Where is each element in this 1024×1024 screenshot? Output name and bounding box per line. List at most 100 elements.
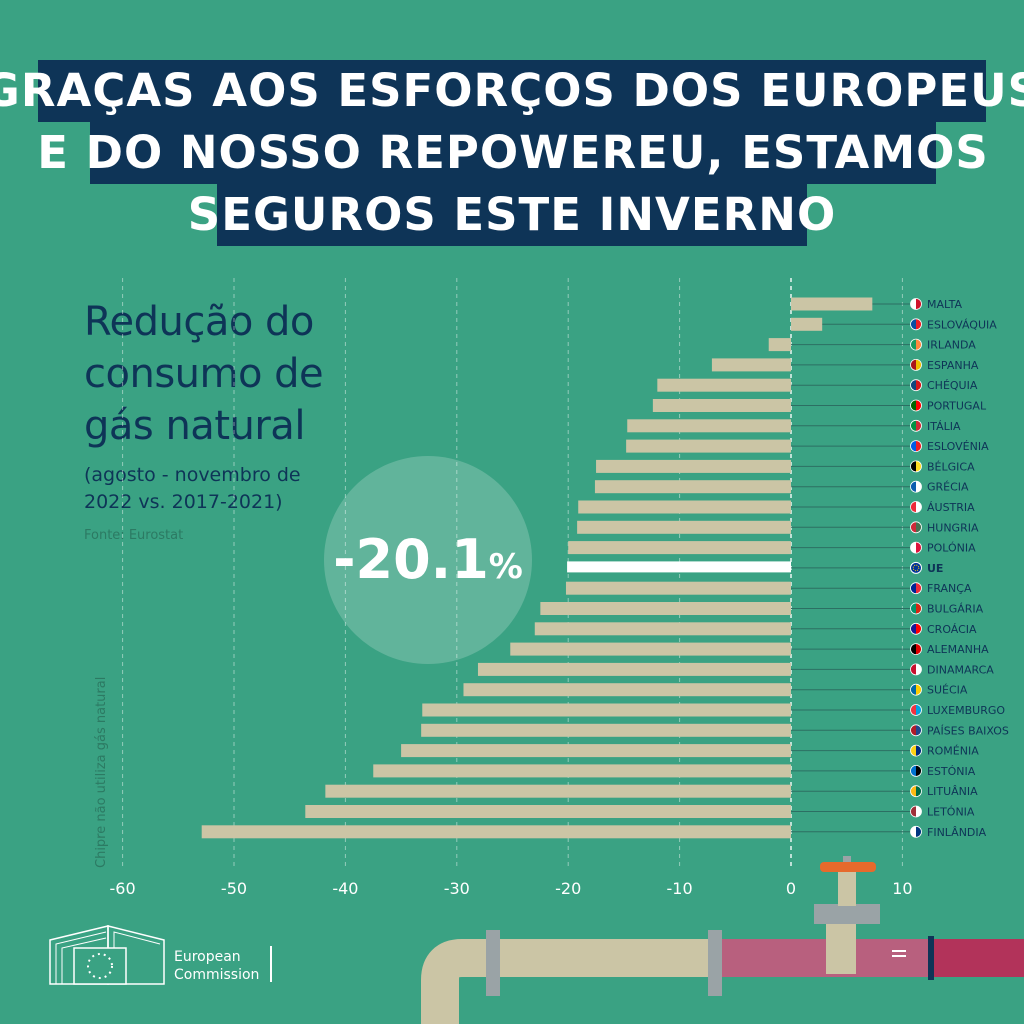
- bar: [540, 602, 791, 615]
- x-tick-label: -30: [444, 879, 470, 898]
- category-label: ITÁLIA: [927, 420, 961, 433]
- flag-icon: [910, 298, 916, 310]
- flag-icon: [910, 684, 916, 696]
- category-label: HUNGRIA: [927, 521, 979, 534]
- flag-icon: [916, 420, 922, 432]
- bar: [768, 338, 791, 352]
- flag-border: [910, 379, 922, 392]
- source-note: Fonte: Eurostat: [84, 528, 184, 543]
- logo-text: European Commission: [174, 948, 259, 984]
- flag-icon: [910, 400, 916, 411]
- flag-icon: [910, 826, 916, 838]
- category-label: ALEMANHA: [927, 643, 989, 656]
- flag-icon: [910, 440, 916, 452]
- bar: [463, 683, 791, 697]
- flag-border: [910, 704, 922, 716]
- flag-border: [910, 785, 922, 798]
- flag-icon: [916, 724, 922, 736]
- category-label: ÁUSTRIA: [927, 501, 975, 514]
- category-label: ESLOVÁQUIA: [927, 318, 997, 331]
- x-tick-label: -10: [667, 879, 693, 898]
- chart-title: Redução do consumo de gás natural: [84, 296, 384, 452]
- flag-icon: [910, 481, 916, 493]
- category-label: BÉLGICA: [927, 460, 975, 473]
- flag-icon: [916, 826, 922, 838]
- flag-icon: [916, 684, 922, 696]
- flag-border: [910, 318, 922, 331]
- category-label: IRLANDA: [927, 339, 976, 352]
- bar: [791, 317, 823, 331]
- logo-line-2: Commission: [174, 967, 260, 983]
- bar: [422, 703, 791, 717]
- eu-value-number: -20.1: [333, 528, 489, 591]
- flag-border: [910, 724, 922, 737]
- flag-icon: [916, 603, 922, 614]
- flag-border: [910, 805, 922, 818]
- x-tick-label: -60: [110, 879, 136, 898]
- period-line-2: 2022 vs. 2017-2021): [84, 491, 283, 513]
- category-label: GRÉCIA: [927, 481, 969, 494]
- flag-icon: [916, 460, 922, 472]
- chart-title-line-1: Redução do: [84, 299, 314, 345]
- flag-icon: [916, 643, 922, 655]
- flag-border: [910, 501, 922, 513]
- category-label: LUXEMBURGO: [927, 704, 1005, 717]
- bar: [565, 581, 791, 595]
- flag-border: [910, 643, 922, 655]
- flag-icon: [910, 745, 916, 757]
- bar: [791, 297, 873, 311]
- flag-icon: [916, 318, 922, 330]
- flag-icon: [916, 400, 922, 411]
- bar: [577, 520, 791, 534]
- category-label: ESPANHA: [927, 359, 979, 372]
- category-label: PORTUGAL: [927, 400, 987, 413]
- eu-bar: [567, 561, 791, 573]
- flag-border: [910, 582, 922, 595]
- flag-stars: [912, 564, 920, 572]
- valve-icon: [814, 856, 880, 974]
- category-label: CROÁCIA: [927, 623, 977, 636]
- eu-value-unit: %: [488, 547, 523, 587]
- bar: [657, 378, 791, 392]
- flag-icon: [910, 582, 916, 594]
- flag-border: [910, 663, 922, 676]
- flag-icon: [910, 765, 916, 777]
- bar: [201, 825, 792, 839]
- category-label: POLÓNIA: [927, 542, 976, 555]
- bar: [627, 419, 791, 433]
- flag-icon: [910, 379, 916, 391]
- flag-border: [910, 298, 922, 310]
- flag-border: [910, 521, 922, 534]
- flag-icon: [916, 481, 922, 493]
- flag-border: [910, 338, 922, 351]
- pipe-icon: [421, 930, 1024, 1024]
- flag-icon: [916, 582, 922, 594]
- flag-border: [910, 358, 922, 371]
- bar: [305, 805, 791, 818]
- bar: [325, 784, 791, 798]
- flag-icon: [910, 663, 916, 675]
- flag-icon: [910, 623, 916, 635]
- category-label: DINAMARCA: [927, 663, 994, 676]
- headline-line-1: GRAÇAS AOS ESFORÇOS DOS EUROPEUS: [0, 60, 1024, 122]
- category-label: FINLÂNDIA: [927, 826, 987, 839]
- flag-icon: [910, 542, 916, 554]
- flag-icon: [910, 704, 916, 716]
- flag-icon: [910, 339, 916, 351]
- x-tick-label: 0: [786, 879, 796, 898]
- category-label: MALTA: [927, 298, 962, 311]
- period-note: (agosto - novembro de 2022 vs. 2017-2021…: [84, 462, 344, 516]
- flag-border: [910, 419, 922, 432]
- chart-title-line-3: gás natural: [84, 403, 305, 449]
- flag-border: [910, 622, 922, 635]
- x-tick-label: -50: [221, 879, 247, 898]
- bar: [373, 764, 791, 778]
- category-label: FRANÇA: [927, 582, 972, 595]
- bar: [401, 744, 791, 758]
- flag-icon: [916, 542, 922, 554]
- flag-icon: [916, 440, 922, 452]
- bar: [578, 500, 791, 514]
- x-tick-label: -40: [332, 879, 358, 898]
- x-tick-label: -20: [555, 879, 581, 898]
